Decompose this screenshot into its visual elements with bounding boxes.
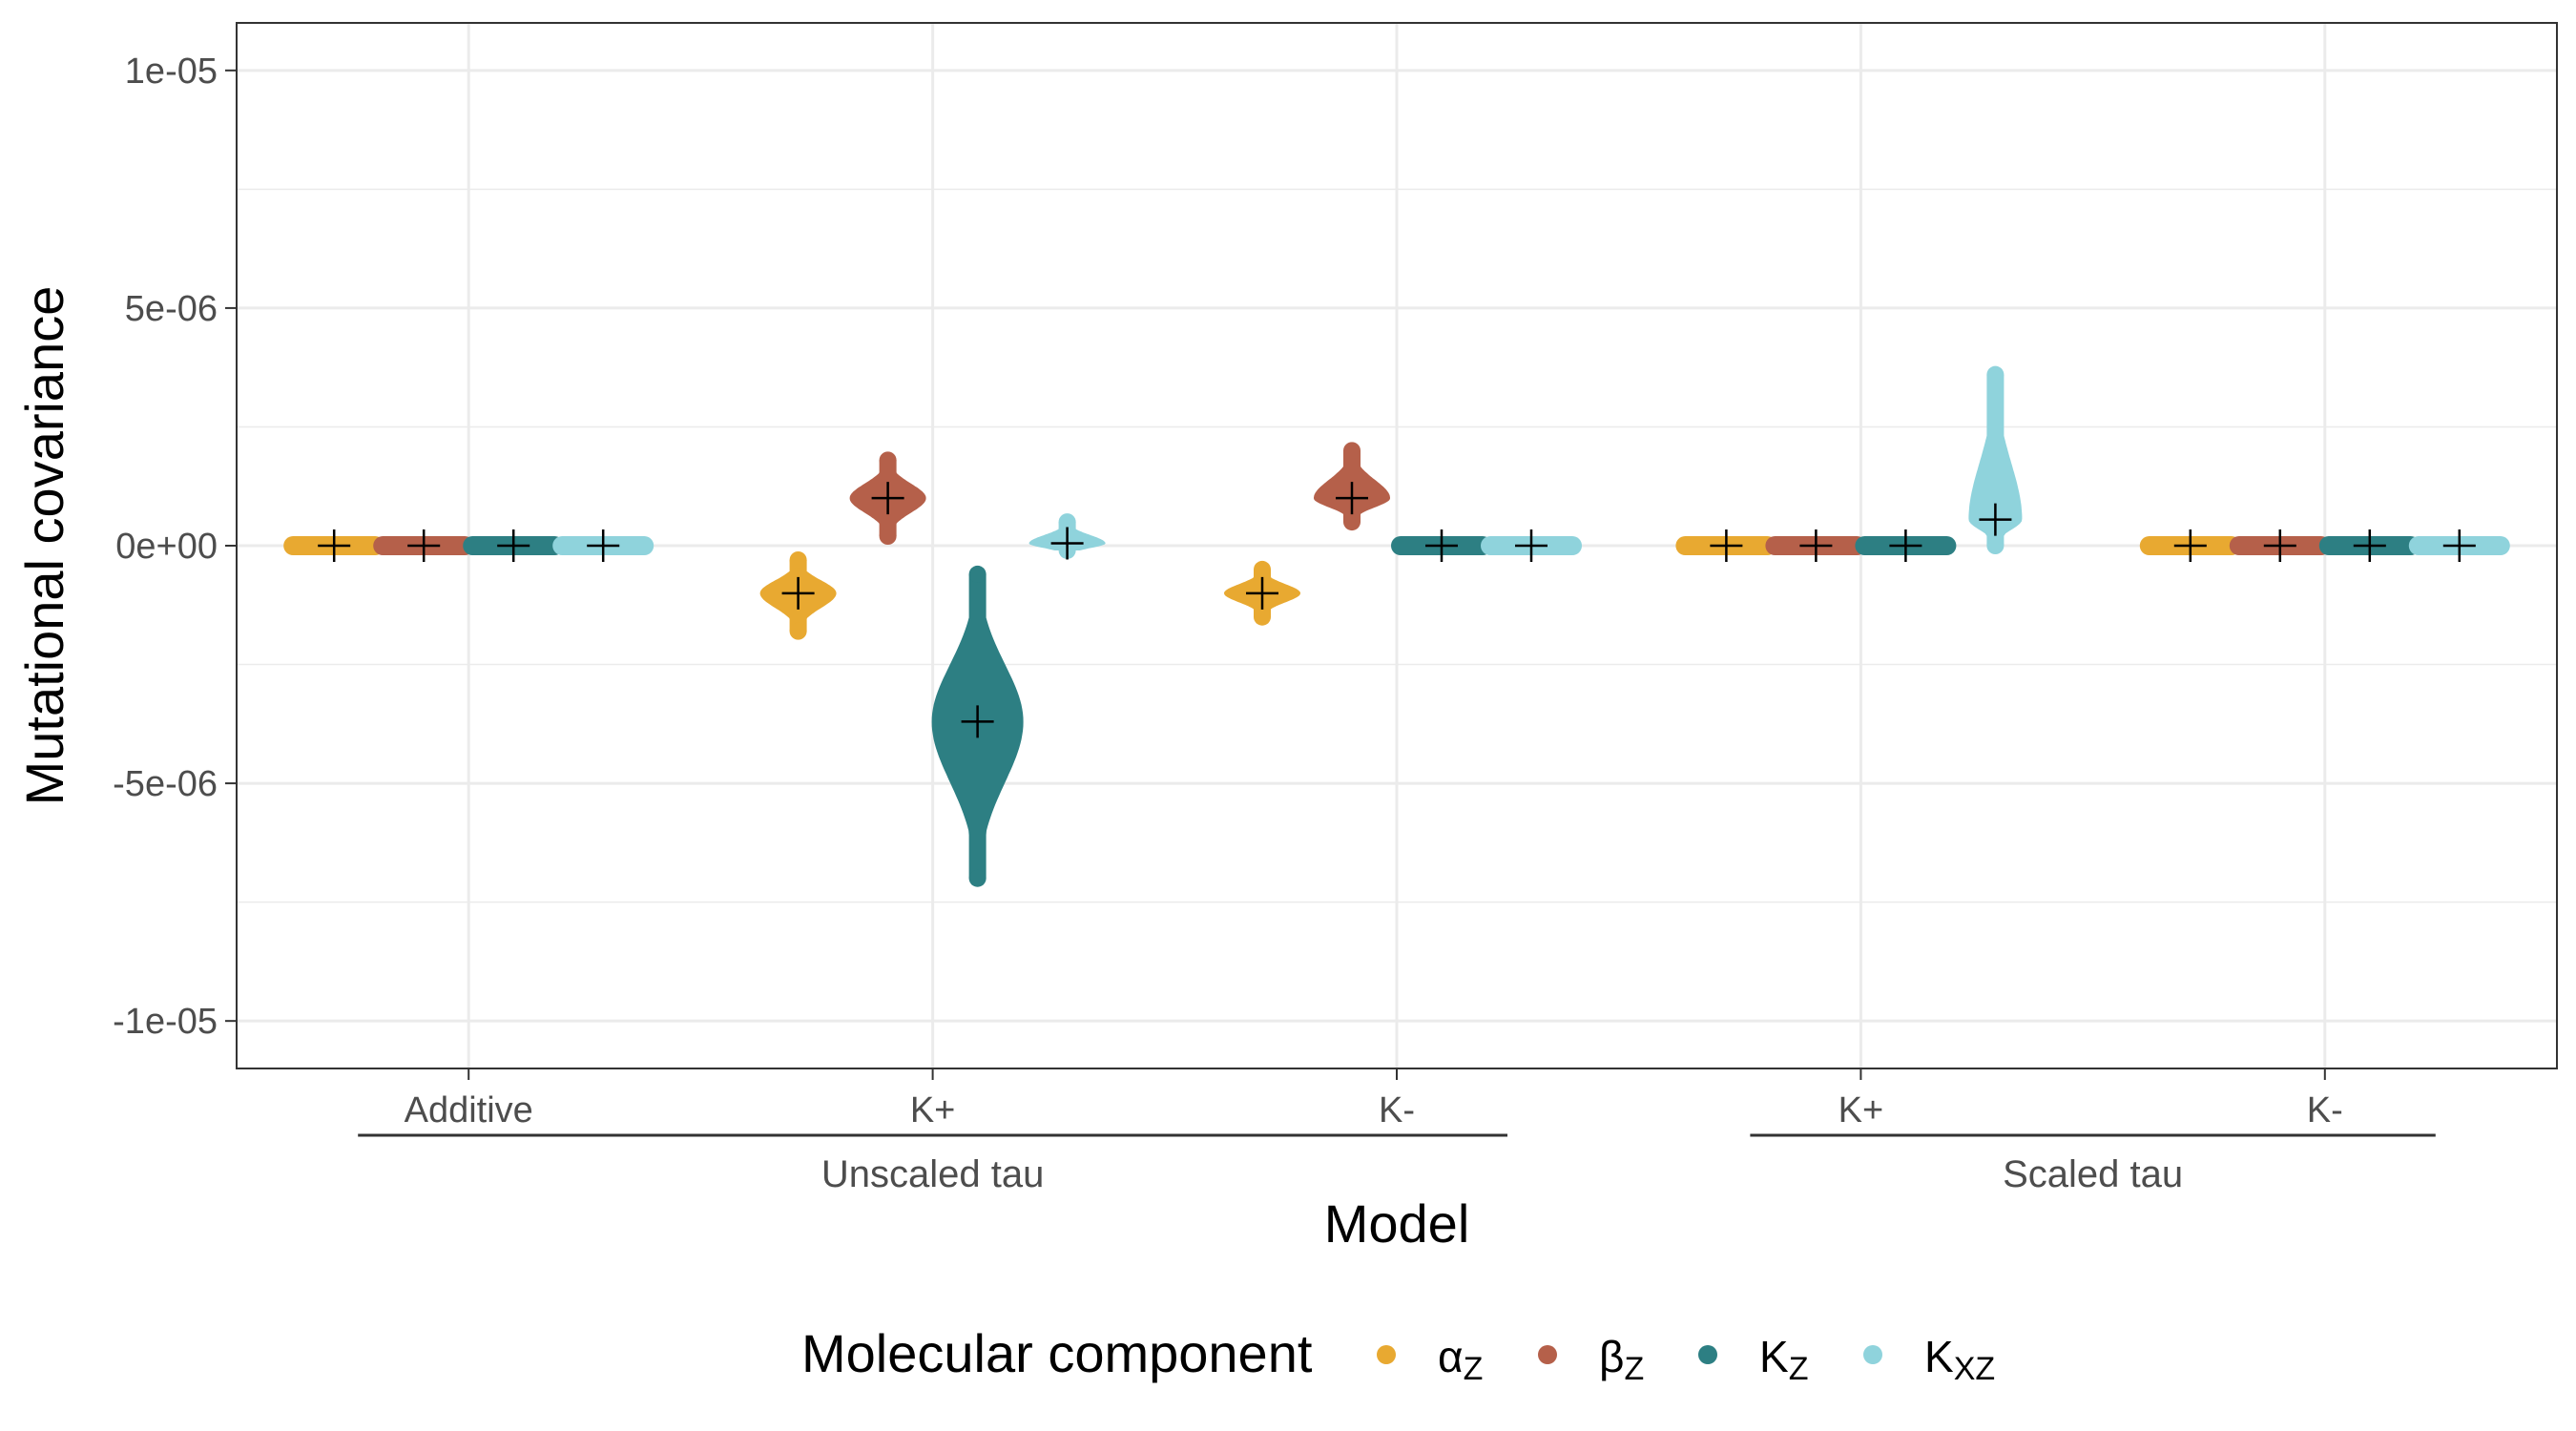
extreme-point: [968, 869, 987, 887]
extreme-point: [1986, 365, 2005, 384]
violin-body: [1968, 374, 2023, 546]
y-tick-label: -5e-06: [113, 764, 218, 804]
extreme-point: [789, 622, 807, 640]
mean-marker: [1979, 503, 2012, 536]
extreme-point: [1254, 560, 1271, 578]
extreme-point: [789, 550, 807, 569]
group-label: Scaled tau: [2003, 1153, 2183, 1195]
mean-marker: [2173, 529, 2207, 562]
legend: Molecular component αZ βZ KZ KXZ: [801, 1323, 1995, 1387]
extreme-point: [1343, 442, 1361, 460]
extreme-point: [1254, 608, 1271, 626]
y-tick-label: 1e-05: [125, 52, 218, 92]
x-tick-label: Additive: [405, 1090, 533, 1130]
mean-marker: [2263, 529, 2296, 562]
extreme-point: [1058, 513, 1076, 531]
legend-key: [1698, 1345, 1717, 1364]
extreme-point: [968, 565, 987, 583]
mean-marker: [1515, 529, 1548, 562]
legend-key: [1377, 1345, 1396, 1364]
legend-title: Molecular component: [801, 1323, 1313, 1383]
y-tick-label: 0e+00: [115, 527, 218, 567]
mean-marker: [587, 529, 620, 562]
x-axis-title: Model: [1324, 1193, 1470, 1254]
mean-markers: [318, 482, 2476, 738]
y-axis-title: Mutational covariance: [14, 286, 74, 806]
mean-marker: [961, 705, 994, 738]
mean-marker: [1710, 529, 1743, 562]
legend-label: αZ: [1438, 1332, 1483, 1387]
mean-marker: [1050, 527, 1084, 560]
x-tick-label: K+: [910, 1090, 956, 1130]
mean-marker: [1889, 529, 1922, 562]
mean-marker: [318, 529, 351, 562]
mean-marker: [2442, 529, 2476, 562]
mean-marker: [1336, 482, 1368, 515]
mean-marker: [1246, 576, 1278, 610]
mean-marker: [1425, 529, 1458, 562]
legend-label: βZ: [1599, 1332, 1644, 1387]
extreme-point: [1343, 513, 1361, 531]
mean-marker: [781, 576, 815, 610]
x-tick-label: K-: [2307, 1090, 2343, 1130]
legend-label: KZ: [1759, 1332, 1808, 1387]
y-axis: 1e-05 5e-06 0e+00 -5e-06 -1e-05: [113, 52, 237, 1042]
y-tick-label: -1e-05: [113, 1002, 218, 1042]
legend-label: KXZ: [1924, 1332, 1995, 1387]
x-axis-groups: Unscaled tau Scaled tau: [358, 1133, 2436, 1195]
y-tick-label: 5e-06: [125, 289, 218, 329]
x-tick-label: K-: [1379, 1090, 1415, 1130]
extreme-point: [879, 451, 897, 469]
legend-key: [1538, 1345, 1557, 1364]
extreme-point: [879, 528, 897, 546]
extreme-point: [1986, 537, 2005, 554]
mean-marker: [407, 529, 441, 562]
mean-marker: [871, 482, 904, 515]
x-tick-label: K+: [1839, 1090, 1884, 1130]
legend-key: [1863, 1345, 1882, 1364]
mean-marker: [497, 529, 530, 562]
x-axis: Additive K+ K- K+ K-: [405, 1068, 2343, 1130]
mean-marker: [2353, 529, 2386, 562]
mean-marker: [1799, 529, 1833, 562]
group-label: Unscaled tau: [821, 1153, 1044, 1195]
